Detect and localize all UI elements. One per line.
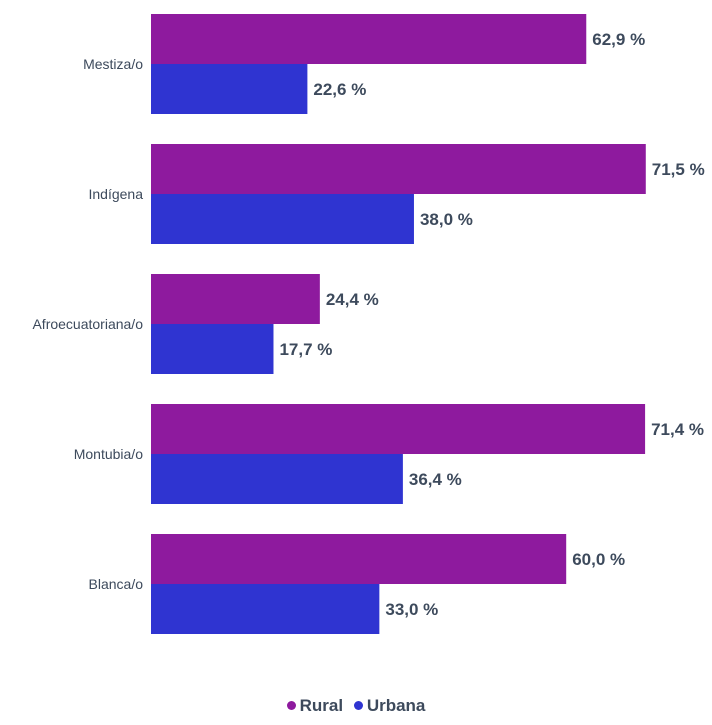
data-label: 36,4 % — [409, 470, 462, 489]
bar-urbana[interactable] — [151, 454, 403, 504]
data-label: 24,4 % — [326, 290, 379, 309]
legend-dot-icon — [353, 701, 363, 711]
legend: Rural Urbana — [0, 696, 712, 716]
data-label: 60,0 % — [572, 550, 625, 569]
bar-rural[interactable] — [151, 534, 567, 584]
bar-urbana[interactable] — [151, 64, 308, 114]
category-label: Afroecuatoriana/o — [32, 316, 143, 332]
bar-urbana[interactable] — [151, 194, 414, 244]
bar-rural[interactable] — [151, 274, 320, 324]
data-label: 38,0 % — [420, 210, 473, 229]
data-label: 71,4 % — [651, 420, 704, 439]
legend-label-urbana: Urbana — [366, 696, 426, 715]
data-label: 17,7 % — [279, 340, 332, 359]
bar-rural[interactable] — [151, 14, 587, 64]
bar-rural[interactable] — [151, 144, 646, 194]
legend-item-urbana[interactable]: Urbana — [353, 696, 426, 716]
data-label: 62,9 % — [592, 30, 645, 49]
data-label: 33,0 % — [385, 600, 438, 619]
category-label: Indígena — [89, 186, 144, 202]
bars-layer — [151, 14, 646, 634]
bar-urbana[interactable] — [151, 324, 274, 374]
data-label: 71,5 % — [652, 160, 705, 179]
value-labels: 62,9 % 22,6 % 71,5 % 38,0 % 24,4 % 17,7 % 71,4… — [279, 30, 704, 619]
legend-item-rural[interactable]: Rural — [286, 696, 344, 716]
category-label: Blanca/o — [89, 576, 144, 592]
data-label: 22,6 % — [313, 80, 366, 99]
category-labels: Mestiza/o Indígena Afroecuatoriana/o Montub… — [32, 56, 143, 592]
bar-urbana[interactable] — [151, 584, 380, 634]
legend-dot-icon — [286, 701, 296, 711]
legend-label-rural: Rural — [299, 696, 344, 715]
bar-rural[interactable] — [151, 404, 646, 454]
category-label: Mestiza/o — [83, 56, 143, 72]
category-label: Montubia/o — [74, 446, 143, 462]
